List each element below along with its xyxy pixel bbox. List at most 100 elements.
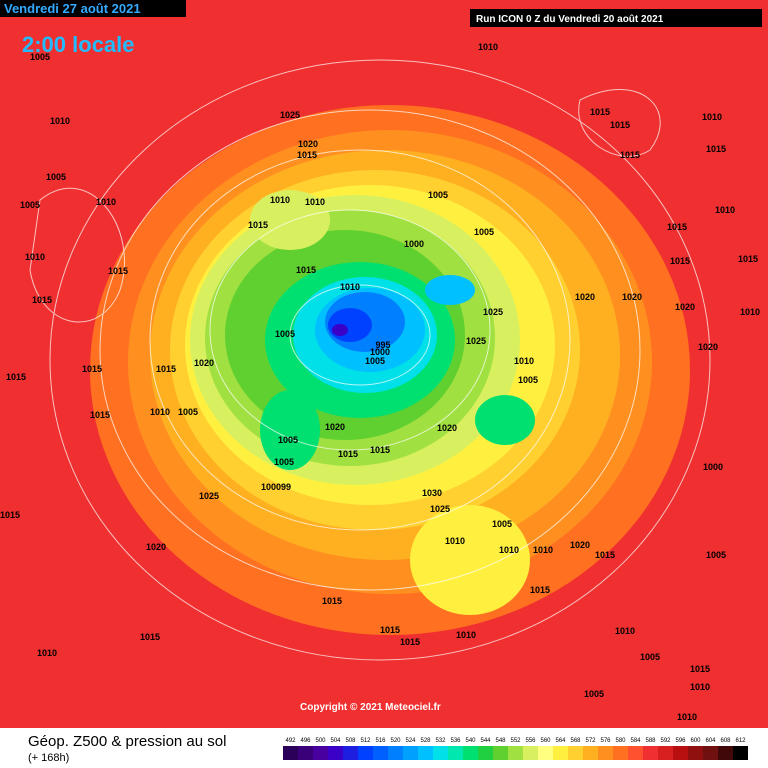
isobar-label: 1010: [615, 626, 635, 636]
date-box: [0, 0, 186, 17]
legend-label: 552: [510, 738, 521, 744]
isobar-label: 1020: [146, 542, 166, 552]
legend-label: 500: [315, 738, 326, 744]
isobar-label: 1025: [199, 491, 219, 501]
legend-label: 556: [525, 738, 536, 744]
isobar-label: 1015: [6, 372, 26, 382]
legend-label: 596: [675, 738, 686, 744]
isobar-label: 1025: [430, 504, 450, 514]
legend-label: 580: [615, 738, 626, 744]
isobar-label: 1000: [370, 347, 390, 357]
isobar-label: 1010: [478, 42, 498, 52]
isobar-label: 1005: [278, 435, 298, 445]
legend-swatch: [673, 746, 688, 760]
legend-swatch: [718, 746, 733, 760]
legend-label: 600: [690, 738, 701, 744]
isobar-label: 1005: [178, 407, 198, 417]
isobar-label: 1015: [82, 364, 102, 374]
isobar-label: 1015: [156, 364, 176, 374]
run-box: [470, 9, 762, 27]
legend-swatch: [508, 746, 523, 760]
legend-label: 564: [555, 738, 566, 744]
isobar-label: 1015: [670, 256, 690, 266]
isobar-label: 1015: [0, 510, 20, 520]
legend-swatch: [493, 746, 508, 760]
legend-label: 548: [495, 738, 506, 744]
isobar-label: 1010: [533, 545, 553, 555]
legend-label: 608: [720, 738, 731, 744]
isobar-label: 1015: [706, 144, 726, 154]
isobar-label: 1015: [738, 254, 758, 264]
isobars: [29, 59, 711, 661]
legend-swatch: [538, 746, 553, 760]
isobar-label: 1020: [698, 342, 718, 352]
isobar-label: 1025: [466, 336, 486, 346]
isobar-label: 1010: [25, 252, 45, 262]
contour-area: [250, 190, 330, 250]
legend-swatch: [658, 746, 673, 760]
legend-label: 536: [450, 738, 461, 744]
legend-label: 560: [540, 738, 551, 744]
legend-label: 520: [390, 738, 401, 744]
legend-swatch: [358, 746, 373, 760]
isobar-label: 1010: [715, 205, 735, 215]
isobar-label: 1010: [50, 116, 70, 126]
legend-label: 576: [600, 738, 611, 744]
isobar-labels: 1005101010101025102010151015101510101015…: [0, 42, 760, 722]
isobar-label: 1010: [37, 648, 57, 658]
legend-swatch: [463, 746, 478, 760]
isobar-label: 1010: [340, 282, 360, 292]
isobar-label: 1010: [445, 536, 465, 546]
legend-swatch: [628, 746, 643, 760]
isobar-label: 1020: [675, 302, 695, 312]
legend-swatch: [733, 746, 748, 760]
legend-label: 496: [300, 738, 311, 744]
legend-label: 540: [465, 738, 476, 744]
isobar-label: 1005: [492, 519, 512, 529]
legend-swatch: [568, 746, 583, 760]
isobar-label: 1015: [248, 220, 268, 230]
isobar-label: 1005: [640, 652, 660, 662]
legend-label: 604: [705, 738, 716, 744]
legend-swatch: [388, 746, 403, 760]
legend-label: 532: [435, 738, 446, 744]
isobar-label: 1020: [325, 422, 345, 432]
isobar-label: 1015: [595, 550, 615, 560]
forecast-time: 2:00 locale: [22, 32, 135, 57]
legend-swatch: [433, 746, 448, 760]
isobar-label: 1015: [140, 632, 160, 642]
isobar-label: 1010: [499, 545, 519, 555]
contour-area: [475, 395, 535, 445]
isobar-label: 1025: [483, 307, 503, 317]
legend-label: 572: [585, 738, 596, 744]
z500-areas: [90, 105, 690, 635]
isobar-label: 1015: [400, 637, 420, 647]
legend-label: 492: [285, 738, 296, 744]
isobar-label: 1015: [370, 445, 390, 455]
isobar-label: 1005: [518, 375, 538, 385]
legend-label: 512: [360, 738, 371, 744]
legend-swatch: [478, 746, 493, 760]
isobar-label: 1010: [702, 112, 722, 122]
legend-label: 544: [480, 738, 491, 744]
legend-swatch: [613, 746, 628, 760]
isobar-label: 1010: [690, 682, 710, 692]
isobar-label: 1015: [590, 107, 610, 117]
isobar-label: 1025: [280, 110, 300, 120]
isobar-label: 1000: [404, 239, 424, 249]
isobar-label: 1005: [706, 550, 726, 560]
isobar-label: 1030: [422, 488, 442, 498]
run-info: Run ICON 0 Z du Vendredi 20 août 2021: [476, 14, 664, 25]
isobar-label: 1015: [690, 664, 710, 674]
isobar-label: 1010: [677, 712, 697, 722]
legend-label: 504: [330, 738, 341, 744]
isobar-label: 1010: [305, 197, 325, 207]
isobar-label: 1015: [620, 150, 640, 160]
isobar-label: 100099: [261, 482, 291, 492]
legend-swatch: [298, 746, 313, 760]
legend-swatch: [403, 746, 418, 760]
legend-swatch: [313, 746, 328, 760]
isobar-label: 1015: [380, 625, 400, 635]
legend-label: 592: [660, 738, 671, 744]
